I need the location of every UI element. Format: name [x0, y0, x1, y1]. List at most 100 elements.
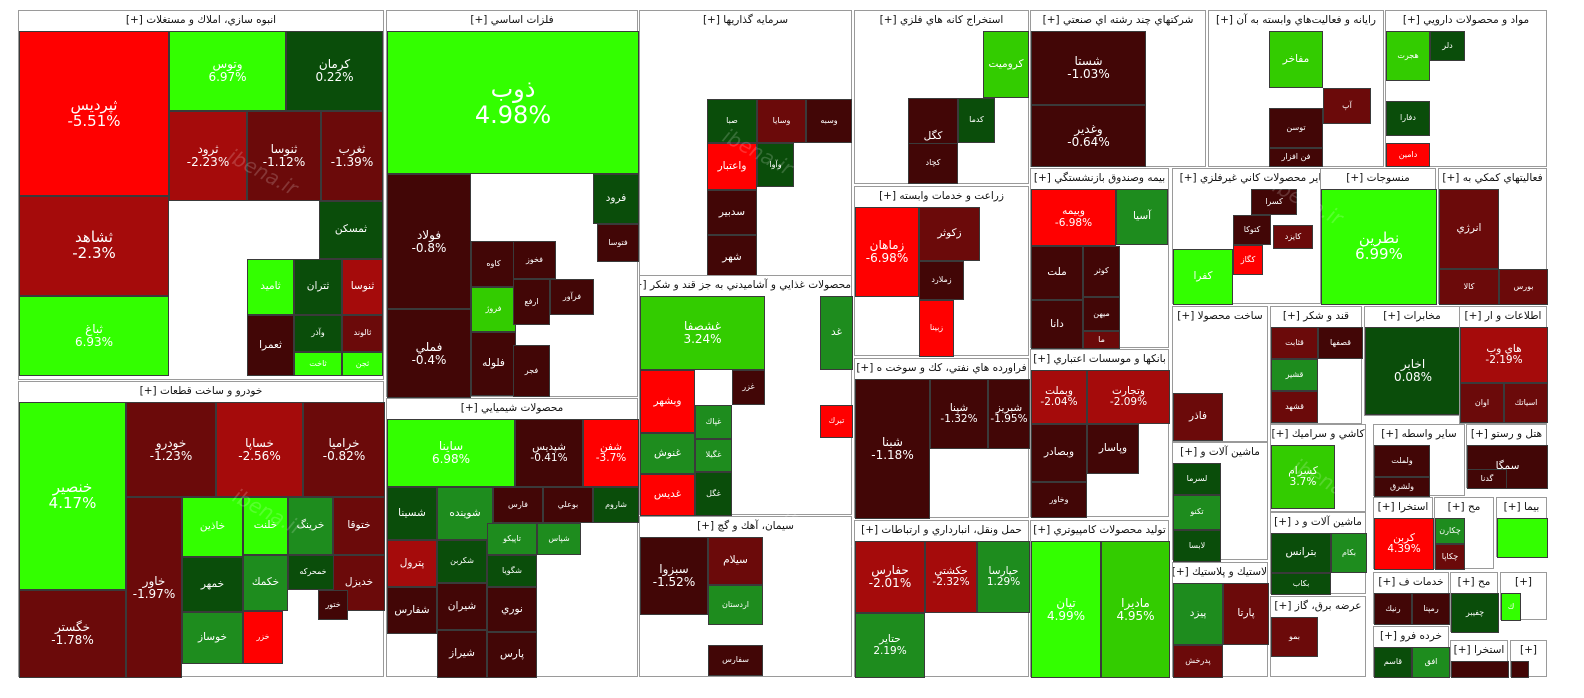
- treemap-tile[interactable]: وپاسار: [1087, 424, 1139, 474]
- sector-title[interactable]: محصولات شيميايي [+]: [387, 399, 637, 417]
- treemap-tile[interactable]: آسيا: [1116, 189, 1168, 245]
- sector-title[interactable]: رايانه و فعاليت‌هاي وابسته به آن [+]: [1209, 11, 1383, 29]
- treemap-tile[interactable]: ثاخت: [294, 352, 342, 376]
- treemap-tile[interactable]: شبنا -1.18%: [855, 379, 930, 519]
- treemap-tile[interactable]: شيران: [437, 583, 487, 630]
- sector-title[interactable]: ساخت محصولا [+]: [1173, 307, 1267, 325]
- treemap-tile[interactable]: بترانس: [1271, 533, 1331, 573]
- sector-title[interactable]: سرمايه گذاريها [+]: [640, 11, 851, 29]
- treemap-tile[interactable]: كربن 4.39%: [1374, 518, 1434, 570]
- sector-title[interactable]: استخرا [+]: [1374, 498, 1432, 516]
- treemap-tile[interactable]: [1497, 518, 1548, 558]
- treemap-tile[interactable]: پيزد: [1173, 583, 1223, 645]
- treemap-tile[interactable]: ثنوسا -1.12%: [247, 111, 321, 201]
- treemap-tile[interactable]: فخوز: [513, 241, 556, 279]
- treemap-tile[interactable]: ثشاهد -2.3%: [19, 196, 169, 296]
- treemap-tile[interactable]: ختوقا: [333, 497, 385, 555]
- treemap-tile[interactable]: زكوثر: [919, 207, 980, 261]
- treemap-tile[interactable]: شفن -3.7%: [583, 419, 639, 487]
- treemap-tile[interactable]: خراميا -0.82%: [303, 402, 385, 497]
- treemap-tile[interactable]: فرود: [593, 174, 639, 224]
- treemap-tile[interactable]: ساينا 6.98%: [387, 419, 515, 487]
- treemap-tile[interactable]: كوثر: [1083, 246, 1120, 297]
- treemap-tile[interactable]: تيان 4.99%: [1031, 541, 1101, 678]
- treemap-tile[interactable]: خزر: [243, 611, 283, 664]
- treemap-tile[interactable]: زبينا: [919, 300, 954, 357]
- treemap-tile[interactable]: ما: [1083, 331, 1120, 349]
- treemap-tile[interactable]: چكاپا: [1435, 544, 1465, 570]
- treemap-tile[interactable]: نوري: [487, 587, 537, 632]
- treemap-tile[interactable]: كچاد: [908, 143, 958, 184]
- treemap-tile[interactable]: ارفع: [513, 279, 550, 325]
- sector-title[interactable]: مح [+]: [1435, 498, 1493, 516]
- treemap-tile[interactable]: رنيك: [1374, 593, 1412, 625]
- sector-title[interactable]: ساير واسطه [+]: [1374, 425, 1464, 443]
- treemap-tile[interactable]: واعتبار: [707, 143, 757, 190]
- treemap-tile[interactable]: شيراز: [437, 630, 487, 678]
- treemap-tile[interactable]: وبملت -2.04%: [1031, 370, 1087, 424]
- treemap-tile[interactable]: خرينگ: [288, 497, 333, 555]
- sector-title[interactable]: مح [+]: [1451, 573, 1497, 591]
- treemap-tile[interactable]: وغدير -0.64%: [1031, 105, 1146, 167]
- sector-title[interactable]: قند و شكر [+]: [1271, 307, 1361, 325]
- treemap-tile[interactable]: شاروم: [593, 487, 639, 523]
- treemap-tile[interactable]: خاور -1.97%: [126, 497, 182, 678]
- treemap-tile[interactable]: [1511, 661, 1529, 678]
- sector-title[interactable]: محصولات غذايي و آشاميدني به جز قند و شكر…: [640, 276, 851, 294]
- treemap-tile[interactable]: غنوش: [640, 433, 695, 474]
- treemap-tile[interactable]: [1451, 661, 1509, 678]
- treemap-tile[interactable]: قصفها: [1318, 327, 1363, 359]
- treemap-tile[interactable]: نطرين 6.99%: [1321, 189, 1437, 305]
- treemap-tile[interactable]: غشصفا 3.24%: [640, 296, 765, 370]
- treemap-tile[interactable]: خگستر -1.78%: [19, 590, 126, 678]
- treemap-tile[interactable]: حپارسا 1.29%: [977, 541, 1030, 613]
- treemap-tile[interactable]: ثتران: [294, 259, 342, 315]
- treemap-tile[interactable]: قثابت: [1271, 327, 1318, 359]
- treemap-tile[interactable]: فولاد -0.8%: [387, 174, 471, 309]
- treemap-tile[interactable]: بوعلي: [543, 487, 593, 523]
- treemap-tile[interactable]: فن افزار: [1269, 148, 1323, 167]
- treemap-tile[interactable]: فتوسا: [597, 224, 639, 262]
- sector-title[interactable]: خودرو و ساخت قطعات [+]: [19, 382, 383, 400]
- treemap-tile[interactable]: افق: [1412, 647, 1450, 678]
- treemap-tile[interactable]: چفيبر: [1451, 593, 1499, 633]
- treemap-tile[interactable]: كاوه: [471, 241, 516, 287]
- treemap-tile[interactable]: كگاز: [1233, 245, 1263, 275]
- treemap-tile[interactable]: شگويا: [487, 555, 537, 587]
- treemap-tile[interactable]: حفارس -2.01%: [855, 541, 925, 613]
- treemap-tile[interactable]: زملارد: [919, 261, 964, 300]
- treemap-tile[interactable]: خمهر: [182, 557, 243, 612]
- sector-title[interactable]: مواد و محصولات دارويي [+]: [1386, 11, 1546, 29]
- treemap-tile[interactable]: ثجن: [342, 352, 383, 376]
- treemap-tile[interactable]: كرمان 0.22%: [286, 31, 383, 111]
- sector-title[interactable]: لاستيك و پلاستيك [+]: [1173, 563, 1267, 581]
- sector-title[interactable]: شركتهاي چند رشته اي صنعتي [+]: [1031, 11, 1205, 29]
- treemap-tile[interactable]: فروژ: [471, 287, 516, 332]
- treemap-tile[interactable]: ميهن: [1083, 297, 1120, 331]
- treemap-tile[interactable]: قاسم: [1374, 647, 1412, 678]
- treemap-tile[interactable]: دلر: [1430, 31, 1465, 61]
- treemap-tile[interactable]: فملي -0.4%: [387, 309, 471, 398]
- treemap-tile[interactable]: غگيلا: [695, 439, 732, 472]
- treemap-tile[interactable]: خلنت: [243, 497, 288, 555]
- sector-title[interactable]: اطلاعات و ار [+]: [1460, 307, 1546, 325]
- treemap-tile[interactable]: هاي وب -2.19%: [1460, 327, 1548, 383]
- treemap-tile[interactable]: خاذين: [182, 497, 243, 557]
- treemap-tile[interactable]: سفارس: [708, 645, 763, 676]
- treemap-tile[interactable]: قشير: [1271, 359, 1318, 391]
- treemap-tile[interactable]: دفارا: [1386, 101, 1430, 136]
- treemap-tile[interactable]: ثمسكن: [319, 201, 383, 259]
- treemap-tile[interactable]: كفرا: [1173, 249, 1233, 305]
- treemap-tile[interactable]: غزر: [732, 370, 765, 405]
- sector-title[interactable]: توليد محصولات كامپيوتري [+]: [1031, 521, 1168, 539]
- treemap-tile[interactable]: زماهان -6.98%: [855, 207, 919, 297]
- sector-title[interactable]: عرضه برق، گاز [+]: [1271, 597, 1365, 615]
- treemap-tile[interactable]: انرژي: [1439, 189, 1499, 269]
- treemap-tile[interactable]: وسبه: [806, 99, 852, 143]
- treemap-tile[interactable]: ملت: [1031, 246, 1083, 300]
- treemap-tile[interactable]: ثباغ 6.93%: [19, 296, 169, 376]
- treemap-tile[interactable]: شوينده: [437, 487, 493, 540]
- sector-title[interactable]: كاشي و سراميك [+]: [1271, 425, 1365, 443]
- treemap-tile[interactable]: پارس: [487, 632, 537, 678]
- treemap-tile[interactable]: هجرت: [1386, 31, 1430, 81]
